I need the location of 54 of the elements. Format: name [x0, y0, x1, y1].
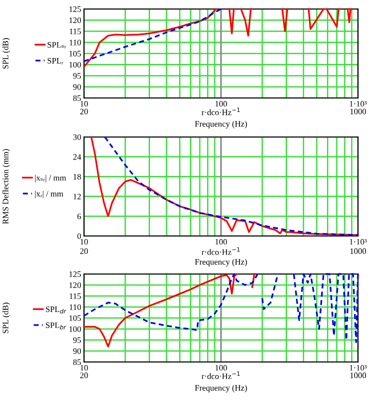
y-axis-title: RMS Deflection (mm) — [2, 149, 10, 224]
y-tick-label: 110 — [70, 40, 81, 46]
x-tick-label: 100 — [215, 239, 227, 245]
x-axis-title: Frequency (Hz) — [194, 258, 247, 266]
y-tick-label: 90 — [73, 348, 81, 354]
y-tick-label: 125 — [69, 6, 81, 12]
y-tick-label: 105 — [69, 50, 81, 56]
x-tick-label: 1·10³ — [350, 365, 367, 371]
x-axis-title: Frequency (Hz) — [194, 384, 247, 392]
text: r·dco·Hz$^{−1}$ — [202, 371, 240, 379]
x-tick-label: 1·10³ — [350, 101, 367, 107]
x-tick-label: 10 — [80, 365, 88, 371]
y-tick-label: 125 — [69, 271, 81, 277]
y-tick-label: 115 — [70, 293, 81, 299]
y-tick-label: 120 — [69, 17, 81, 24]
legend-label: SPL$_{br}$ — [46, 322, 66, 330]
y-tick-label: 6 — [77, 214, 81, 220]
x-tick-label: 1·10³ — [350, 239, 367, 245]
y-tick-label: 85 — [73, 95, 81, 101]
y-tick-label: 100 — [69, 62, 81, 68]
x-tick-label: 100 — [215, 101, 227, 107]
text: r·dco·Hz$^{−1}$ — [202, 108, 240, 116]
y-tick-label: 95 — [73, 337, 81, 343]
y-tick-label: 24 — [73, 154, 82, 160]
y-axis-title: SPL (dB) — [2, 38, 10, 69]
text: 20 — [80, 248, 88, 254]
y-tick-label: 12 — [74, 194, 81, 200]
y-tick-label: 120 — [69, 282, 81, 288]
y-tick-label: 100 — [69, 326, 81, 332]
x-tick-label: 10 — [80, 239, 88, 245]
y-axis-title: SPL (dB) — [2, 302, 10, 334]
text: r·dco·Hz$^{−1}$ — [202, 247, 240, 255]
text: 1000 — [350, 248, 366, 254]
y-tick-label: 30 — [73, 134, 81, 140]
y-tick-label: 115 — [70, 28, 81, 34]
x-axis-title: Frequency (Hz) — [194, 120, 247, 128]
y-tick-label: 95 — [73, 73, 81, 79]
legend-label: SPLᵣ — [48, 58, 64, 64]
legend-label: |xᵣ| / mm — [35, 190, 64, 198]
y-tick-label: 18 — [74, 174, 81, 180]
text: 20 — [80, 372, 88, 378]
text: 20 — [80, 108, 88, 114]
legend-label: |xₛᵣ| / mm — [35, 174, 66, 182]
legend-label: SPL$_{dr}$ — [46, 306, 66, 314]
y-tick-label: 85 — [73, 359, 81, 365]
x-tick-label: 100 — [215, 365, 227, 371]
legend-label: SPLₛᵣ — [48, 42, 66, 48]
y-tick-label: 90 — [73, 84, 81, 90]
y-tick-label: 110 — [70, 304, 81, 310]
text: 1000 — [350, 372, 366, 378]
text: 1000 — [350, 108, 366, 114]
y-tick-label: 0 — [77, 233, 81, 239]
x-tick-label: 10 — [80, 101, 88, 107]
y-tick-label: 105 — [69, 315, 81, 321]
